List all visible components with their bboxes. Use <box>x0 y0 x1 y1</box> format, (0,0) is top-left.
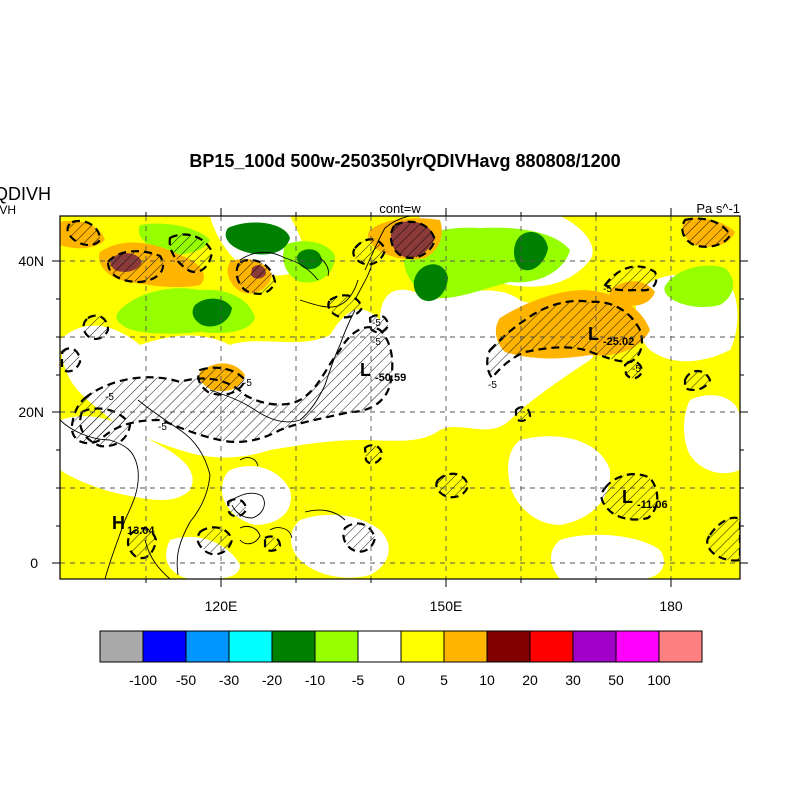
high-marker-value: 13.04 <box>127 525 155 537</box>
colorbar-swatch <box>228 630 273 663</box>
colorbar-label: 0 <box>397 672 405 688</box>
colorbar-swatch <box>529 630 574 663</box>
coastlines <box>60 216 411 579</box>
contour-label: -5 <box>632 364 641 375</box>
contour-label: -5 <box>372 337 381 348</box>
low-marker-letter: L <box>360 360 371 380</box>
colorbar-label: 100 <box>647 672 671 688</box>
colorbar-label: -20 <box>262 672 282 688</box>
colorbar-label: -5 <box>352 672 365 688</box>
low-marker-letter: L <box>622 487 633 507</box>
y-tick-label: 0 <box>30 555 38 571</box>
low-marker-value: -11.06 <box>637 499 668 511</box>
colorbar-label: -50 <box>176 672 196 688</box>
colorbar-label: -30 <box>219 672 239 688</box>
contour-label: -5 <box>158 422 167 433</box>
contour-label: -5 <box>243 378 252 389</box>
colorbar-labels: -100 -50 -30 -20 -10 -5 0 5 10 20 30 50 100 <box>129 672 671 688</box>
colorbar-label: 10 <box>479 672 495 688</box>
low-marker-value: -50.59 <box>375 372 406 384</box>
hatched-negative-regions <box>60 217 740 562</box>
low-marker-letter: L <box>588 324 599 344</box>
tick-marks <box>52 208 748 587</box>
colorbar-swatch <box>658 630 703 663</box>
colorbar-label: -10 <box>305 672 325 688</box>
colorbar-swatch <box>443 630 488 663</box>
low-marker-value: -25.02 <box>603 336 634 348</box>
colorbar-label: 5 <box>440 672 448 688</box>
colorbar-swatch <box>185 630 230 663</box>
colorbar-swatch <box>615 630 660 663</box>
x-tick-label: 120E <box>205 598 238 614</box>
map-fields <box>60 216 740 579</box>
colorbar-label: 30 <box>565 672 581 688</box>
plot-frame <box>59 215 741 580</box>
colorbar-swatch <box>486 630 531 663</box>
colorbar-swatch <box>142 630 187 663</box>
colorbar-swatch <box>271 630 316 663</box>
lat-lon-grid <box>60 216 740 579</box>
colorbar-swatch <box>357 630 402 663</box>
contour-label: -5 <box>488 380 497 391</box>
colorbar-swatch <box>400 630 445 663</box>
high-marker-letter: H <box>112 513 125 533</box>
colorbar-label: 20 <box>522 672 538 688</box>
units-label: Pa s^-1 <box>696 201 740 216</box>
x-tick-label: 180 <box>659 598 683 614</box>
contour-label: -5 <box>603 284 612 295</box>
colorbar-label: -100 <box>129 672 157 688</box>
colorbar-label: 50 <box>608 672 624 688</box>
contour-variable-label: cont=w <box>379 201 421 216</box>
y-tick-label: 40N <box>18 253 44 269</box>
left-title-main: QDIVH <box>0 184 51 204</box>
colorbar-swatch <box>99 630 144 663</box>
x-tick-label: 150E <box>430 598 463 614</box>
colorbar <box>99 630 703 663</box>
contour-label: -5 <box>105 392 114 403</box>
y-tick-label: 20N <box>18 404 44 420</box>
colorbar-swatch <box>572 630 617 663</box>
contour-labels: -5 -5 -5 -5 -5 -5 -5 -5 <box>105 284 641 433</box>
extreme-markers: L -50.59 L -25.02 L -11.06 H 13.04 <box>112 324 668 537</box>
colorbar-swatch <box>314 630 359 663</box>
map-title: BP15_100d 500w-250350lyrQDIVHavg 880808/… <box>189 151 620 171</box>
contour-label: -5 <box>372 318 381 329</box>
left-title-sub: IVH <box>0 203 16 217</box>
